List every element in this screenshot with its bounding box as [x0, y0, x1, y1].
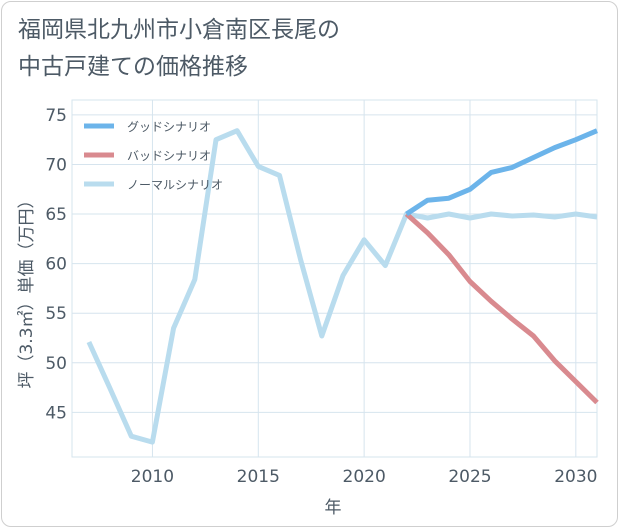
- y-tick-label: 70: [45, 155, 67, 175]
- y-tick-label: 55: [45, 304, 67, 324]
- x-tick-label: 2025: [448, 467, 491, 487]
- y-axis-label: 坪（3.3㎡）単価（万円）: [17, 191, 37, 388]
- y-tick-label: 75: [45, 106, 67, 126]
- x-tick-label: 2010: [131, 467, 174, 487]
- x-tick-label: 2015: [237, 467, 280, 487]
- legend-label: バッドシナリオ: [127, 149, 211, 163]
- x-axis-label: 年: [325, 498, 342, 518]
- y-tick-label: 65: [45, 205, 67, 225]
- series-line-good: [407, 131, 598, 214]
- legend-label: ノーマルシナリオ: [127, 178, 223, 192]
- legend-item-bad: バッドシナリオ: [84, 149, 211, 163]
- y-tick-label: 60: [45, 255, 67, 275]
- legend-label: グッドシナリオ: [127, 120, 211, 134]
- x-tick-label: 2030: [554, 467, 597, 487]
- legend-item-normal: ノーマルシナリオ: [84, 178, 223, 192]
- series-line-bad: [407, 214, 598, 403]
- legend-item-good: グッドシナリオ: [84, 120, 211, 134]
- y-tick-label: 45: [45, 403, 67, 423]
- y-tick-label: 50: [45, 354, 67, 374]
- line-chart: 2010 2015 2020 2025 2030 45 50 55 60 65 70 75 グッドシナ…: [0, 0, 621, 530]
- x-tick-label: 2020: [343, 467, 386, 487]
